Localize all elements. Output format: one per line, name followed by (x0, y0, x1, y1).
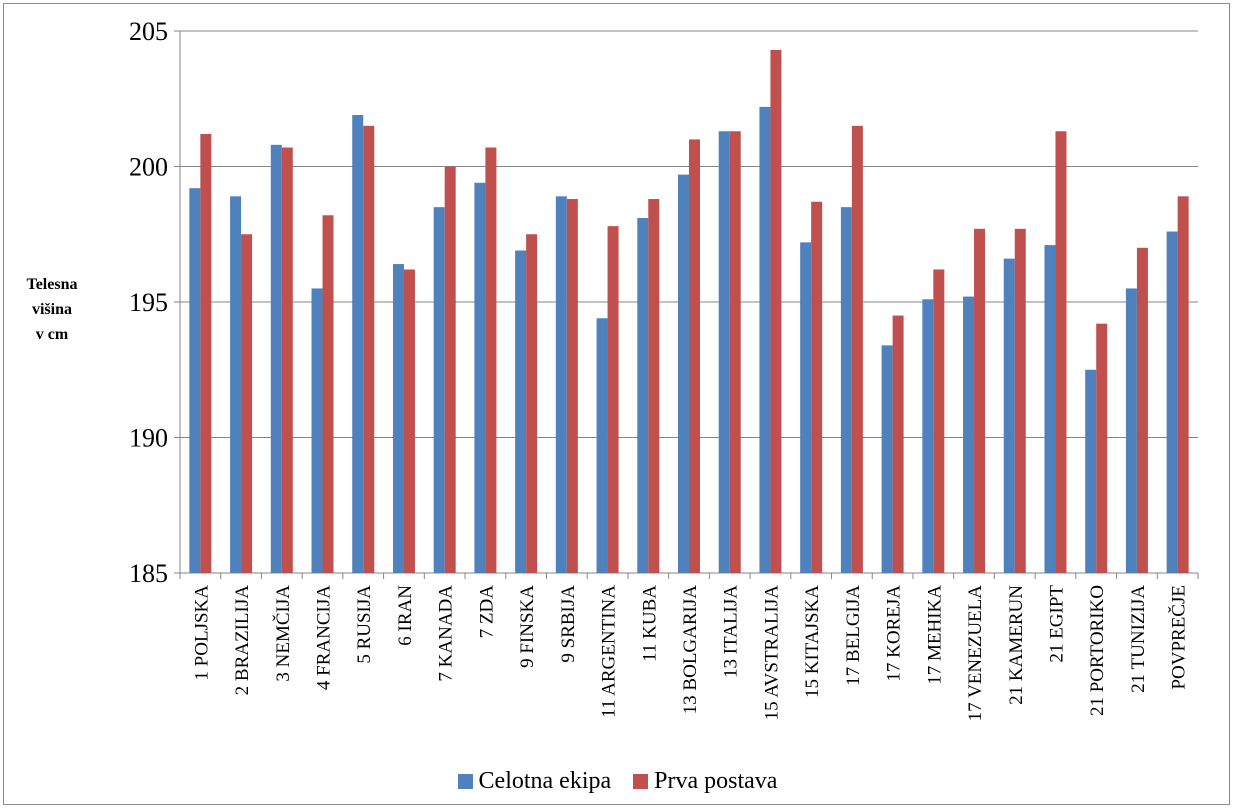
bar-celotna-ekipa (189, 188, 201, 573)
bar-prva-postava (770, 49, 782, 574)
x-tick-label: 13 BOLGARIJA (680, 585, 701, 715)
bar-celotna-ekipa (352, 115, 364, 573)
bar-prva-postava (607, 226, 619, 573)
bar-celotna-ekipa (840, 207, 852, 573)
y-tick-label: 200 (129, 153, 168, 182)
bar-celotna-ekipa (637, 217, 649, 574)
x-tick-label: 17 VENEZUELA (965, 585, 986, 722)
bar-celotna-ekipa (433, 207, 445, 573)
bar-prva-postava (281, 147, 293, 573)
x-tick-label: 11 KUBA (639, 585, 660, 662)
y-tick-label: 205 (129, 17, 168, 46)
bar-celotna-ekipa (311, 288, 323, 573)
bar-celotna-ekipa (270, 144, 282, 573)
bar-prva-postava (403, 269, 415, 573)
bar-celotna-ekipa (230, 196, 242, 573)
bar-celotna-ekipa (759, 106, 771, 573)
bar-prva-postava (322, 215, 334, 573)
bar-celotna-ekipa (1044, 245, 1056, 573)
x-tick-label: 15 KITAJSKA (802, 585, 823, 698)
y-tick-label: 195 (129, 288, 168, 317)
x-tick-label: 9 SRBIJA (558, 585, 579, 663)
y-axis-label: Telesna višina v cm (26, 276, 78, 343)
bar-prva-postava (1096, 323, 1108, 573)
bar-prva-postava (363, 125, 375, 573)
bar-prva-postava (892, 315, 904, 573)
x-tick-label: 5 RUSIJA (354, 585, 375, 664)
x-tick-label: 1 POLJSKA (191, 585, 212, 681)
y-tick-label: 190 (129, 424, 168, 453)
bar-celotna-ekipa (800, 242, 812, 573)
bar-celotna-ekipa (515, 250, 527, 573)
bar-celotna-ekipa (1125, 288, 1137, 573)
bar-prva-postava (933, 269, 945, 573)
bar-prva-postava (648, 199, 660, 573)
x-tick-label: 6 IRAN (395, 585, 416, 646)
legend: Celotna ekipa Prva postava (0, 768, 1235, 795)
bar-celotna-ekipa (881, 345, 893, 573)
bar-prva-postava (974, 228, 986, 573)
legend-item-prva-postava: Prva postava (633, 768, 777, 795)
legend-label-prva-postava: Prva postava (654, 768, 778, 794)
x-tick-label: 7 ZDA (476, 585, 497, 639)
bar-prva-postava (1177, 196, 1189, 573)
x-tick-label: 9 FINSKA (517, 585, 538, 668)
bar-celotna-ekipa (474, 182, 486, 573)
bar-prva-postava (729, 131, 741, 573)
bar-celotna-ekipa (678, 174, 689, 573)
x-tick-label: 13 ITALIJA (721, 585, 742, 678)
bar-prva-postava (444, 166, 456, 573)
bar-celotna-ekipa (963, 296, 975, 573)
x-tick-label: 15 AVSTRALIJA (761, 585, 782, 721)
bar-prva-postava (851, 125, 863, 573)
bar-celotna-ekipa (1085, 369, 1097, 573)
bar-celotna-ekipa (718, 131, 730, 573)
x-tick-label: 4 FRANCIJA (314, 585, 335, 690)
legend-label-celotna-ekipa: Celotna ekipa (478, 768, 612, 794)
bar-celotna-ekipa (1003, 258, 1015, 573)
bar-celotna-ekipa (555, 196, 567, 573)
x-tick-label: 21 PORTORIKO (1087, 585, 1108, 716)
x-tick-label: POVPREČJE (1168, 585, 1190, 690)
bar-prva-postava (566, 199, 578, 573)
legend-swatch-prva-postava (633, 774, 649, 789)
x-tick-label: 17 KOREJA (884, 585, 905, 682)
bar-celotna-ekipa (392, 264, 404, 573)
bar-prva-postava (1055, 131, 1067, 573)
bar-prva-postava (241, 234, 253, 573)
x-tick-label: 21 TUNIZIJA (1128, 585, 1149, 693)
bar-prva-postava (811, 201, 823, 574)
x-tick-label: 21 EGIPT (1046, 585, 1067, 663)
legend-item-celotna-ekipa: Celotna ekipa (457, 768, 612, 795)
x-tick-label: 7 KANADA (436, 585, 457, 682)
bar-prva-postava (485, 147, 497, 573)
bar-celotna-ekipa (596, 318, 608, 573)
bar-prva-postava (1014, 228, 1026, 573)
bar-prva-postava (1136, 247, 1148, 574)
x-tick-label: 17 BELGIJA (843, 585, 864, 686)
bar-celotna-ekipa (922, 299, 934, 573)
x-tick-label: 3 NEMČIJA (272, 585, 294, 682)
x-tick-label: 21 KAMERUN (1006, 585, 1027, 705)
x-tick-label: 2 BRAZILIJA (232, 585, 253, 696)
x-tick-label: 17 MEHIKA (924, 585, 945, 685)
x-tick-label: 11 ARGENTINA (599, 585, 620, 718)
bar-prva-postava (200, 133, 212, 574)
legend-swatch-celotna-ekipa (457, 774, 473, 789)
bar-prva-postava (689, 139, 700, 573)
bar-prva-postava (526, 234, 538, 573)
y-tick-label: 185 (129, 559, 168, 588)
bar-celotna-ekipa (1166, 231, 1178, 574)
